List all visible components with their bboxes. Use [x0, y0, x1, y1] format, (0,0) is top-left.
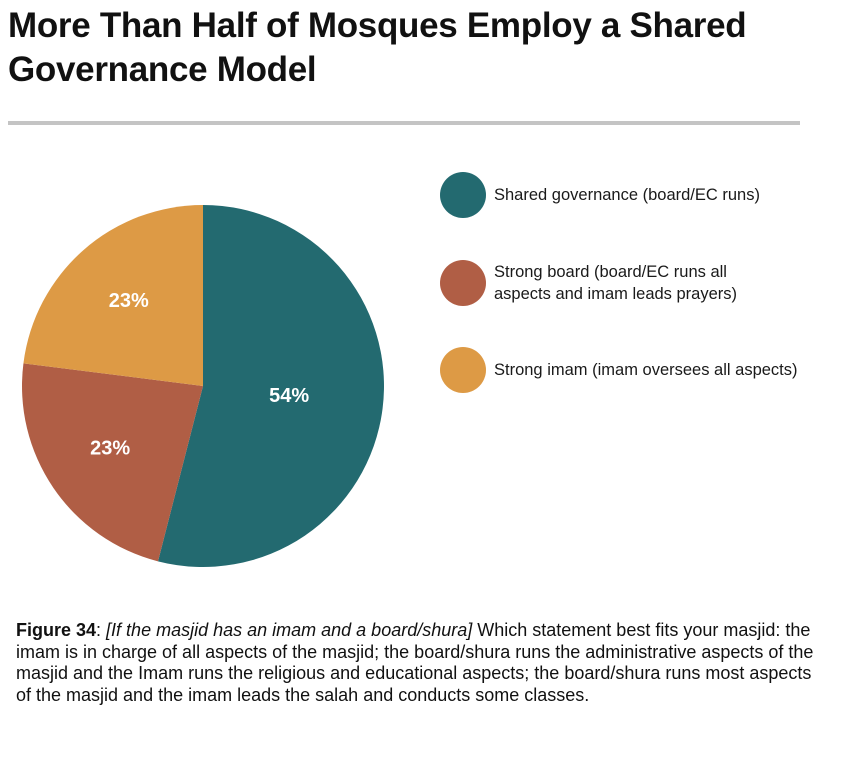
figure-label: Figure 34	[16, 620, 97, 640]
figure-label-colon: :	[96, 620, 107, 640]
pie-chart: 54% 23% 23%	[21, 205, 385, 567]
pie-slice-label-2: 23%	[90, 437, 130, 459]
caption-condition: [If the masjid has an imam and a board/s…	[106, 620, 473, 640]
pie-slice-label-1: 54%	[269, 385, 309, 407]
legend-swatch-1	[440, 172, 486, 218]
legend-label-line: Strong imam (imam oversees all aspects)	[494, 361, 798, 379]
legend-label-3: Strong imam (imam oversees all aspects)	[494, 359, 798, 381]
legend-swatch-3	[440, 347, 486, 393]
caption-body: Which statement best fits your masjid: t…	[16, 620, 814, 705]
title-divider	[8, 121, 800, 125]
legend-label-2: Strong board (board/EC runs all aspects a…	[494, 261, 737, 305]
pie-slice-1	[157, 205, 385, 567]
pie-slice-2	[21, 363, 204, 562]
legend-item-1: Shared governance (board/EC runs)	[440, 172, 760, 218]
legend-item-2: Strong board (board/EC runs all aspects a…	[440, 260, 737, 306]
legend-item-3: Strong imam (imam oversees all aspects)	[440, 347, 798, 393]
legend-swatch-2	[440, 260, 486, 306]
pie-slice-label-3: 23%	[109, 290, 149, 312]
chart-title: More Than Half of Mosques Employ a Share…	[8, 6, 747, 89]
legend-label-line: aspects and imam leads prayers)	[494, 285, 738, 303]
legend-label-line: Shared governance (board/EC runs)	[494, 186, 760, 204]
pie-slice-3	[23, 205, 203, 386]
legend-label-line: Strong board (board/EC runs all	[494, 263, 727, 281]
figure-caption: Figure 34: [If the masjid has an imam an…	[16, 620, 816, 706]
legend-label-1: Shared governance (board/EC runs)	[494, 184, 760, 206]
